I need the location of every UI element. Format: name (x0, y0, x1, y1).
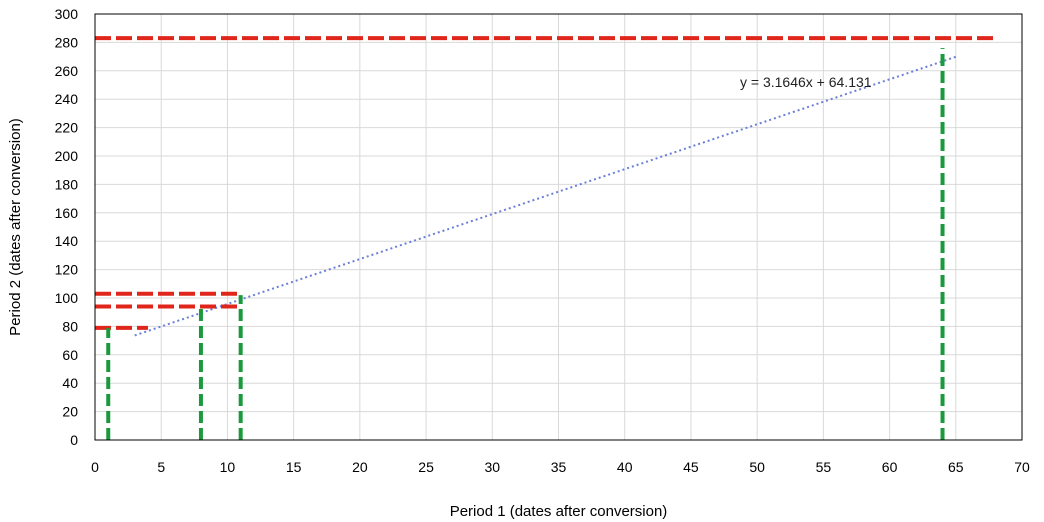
horizontal-guides (95, 36, 996, 330)
y-tick-label: 80 (62, 318, 78, 334)
x-tick-label: 20 (352, 459, 368, 475)
y-axis-title: Period 2 (dates after conversion) (7, 118, 24, 336)
x-tick-label: 50 (749, 459, 765, 475)
x-tick-label: 60 (882, 459, 898, 475)
x-tick-label: 10 (220, 459, 236, 475)
y-tick-label: 20 (62, 404, 78, 420)
y-tick-label: 220 (55, 120, 79, 136)
gridlines (94, 13, 1023, 441)
y-tick-label: 40 (62, 375, 78, 391)
x-tick-label: 0 (91, 459, 99, 475)
x-tick-label: 30 (484, 459, 500, 475)
x-tick-label: 70 (1014, 459, 1030, 475)
y-tick-labels: 0 20 40 60 80 100 120 140 160 180 200 220 240 260 280 3… (55, 6, 79, 448)
x-tick-label: 15 (286, 459, 302, 475)
y-tick-label: 120 (55, 262, 79, 278)
y-tick-label: 300 (55, 6, 79, 22)
y-tick-label: 60 (62, 347, 78, 363)
y-tick-label: 100 (55, 290, 79, 306)
trendline-equation: y = 3.1646x + 64.131 (740, 74, 872, 90)
x-tick-label: 25 (418, 459, 434, 475)
plot-border (94, 13, 1023, 441)
vertical-guides (106, 48, 945, 440)
x-tick-label: 45 (683, 459, 699, 475)
x-tick-label: 35 (551, 459, 567, 475)
x-tick-label: 55 (816, 459, 832, 475)
y-tick-label: 140 (55, 233, 79, 249)
trendline (134, 55, 957, 337)
y-tick-label: 260 (55, 63, 79, 79)
plot-frame (94, 13, 1023, 441)
x-tick-label: 65 (948, 459, 964, 475)
x-tick-label: 40 (617, 459, 633, 475)
x-tick-labels: 0 5 10 15 20 25 30 35 40 45 50 55 60 65 70 (91, 459, 1030, 475)
y-tick-label: 160 (55, 205, 79, 221)
y-tick-label: 0 (70, 432, 78, 448)
y-tick-label: 240 (55, 91, 79, 107)
y-tick-label: 200 (55, 148, 79, 164)
trendline-group (134, 55, 957, 337)
x-axis-title: Period 1 (dates after conversion) (450, 503, 668, 520)
x-tick-label: 5 (157, 459, 165, 475)
y-tick-label: 280 (55, 34, 79, 50)
y-tick-label: 180 (55, 176, 79, 192)
